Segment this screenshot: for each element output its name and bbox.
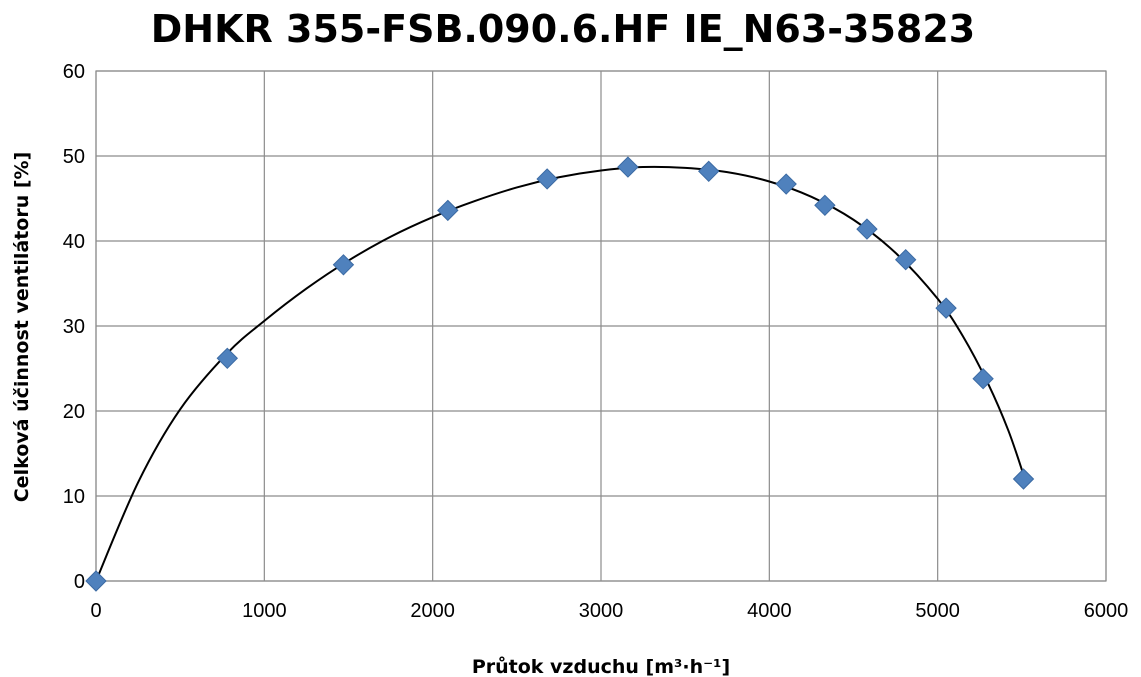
data-point: [332, 254, 355, 276]
data-series: [85, 156, 1035, 592]
x-tick-label: 4000: [747, 600, 792, 622]
y-tick-label: 0: [74, 571, 85, 593]
grid: [95, 70, 1107, 582]
data-point: [972, 367, 994, 390]
x-tick-label: 6000: [1084, 600, 1129, 622]
y-tick-label: 30: [63, 316, 85, 338]
y-tick-label: 40: [63, 231, 85, 253]
x-axis-ticks: 0 1000 2000 3000 4000 5000 6000: [90, 600, 1128, 622]
y-tick-label: 20: [63, 401, 85, 423]
y-tick-label: 60: [63, 61, 85, 83]
x-axis-label: Průtok vzduchu [m³·h⁻¹]: [472, 655, 730, 677]
x-tick-label: 3000: [579, 600, 624, 622]
data-point: [935, 297, 957, 319]
data-point: [536, 168, 558, 190]
data-point: [1012, 468, 1035, 490]
data-point: [617, 156, 639, 178]
trendline: [95, 165, 1025, 582]
data-point: [216, 347, 239, 370]
y-axis-label: Celková účinnost ventilátoru [%]: [11, 152, 33, 503]
data-point: [698, 160, 720, 183]
x-tick-label: 5000: [915, 600, 960, 622]
x-tick-label: 2000: [410, 600, 455, 622]
y-tick-label: 10: [63, 486, 85, 508]
data-point: [894, 248, 917, 271]
data-point: [85, 570, 107, 592]
chart-title: DHKR 355-FSB.090.6.HF IE_N63-35823: [151, 7, 975, 51]
data-point: [775, 173, 797, 195]
data-point: [814, 194, 836, 217]
x-tick-label: 0: [90, 600, 101, 622]
data-point: [437, 199, 459, 222]
y-axis-ticks: 0 10 20 30 40 50 60: [63, 61, 85, 593]
data-point: [856, 218, 878, 240]
y-tick-label: 50: [63, 146, 85, 168]
x-tick-label: 1000: [242, 600, 287, 622]
plot-area: [95, 70, 1107, 582]
